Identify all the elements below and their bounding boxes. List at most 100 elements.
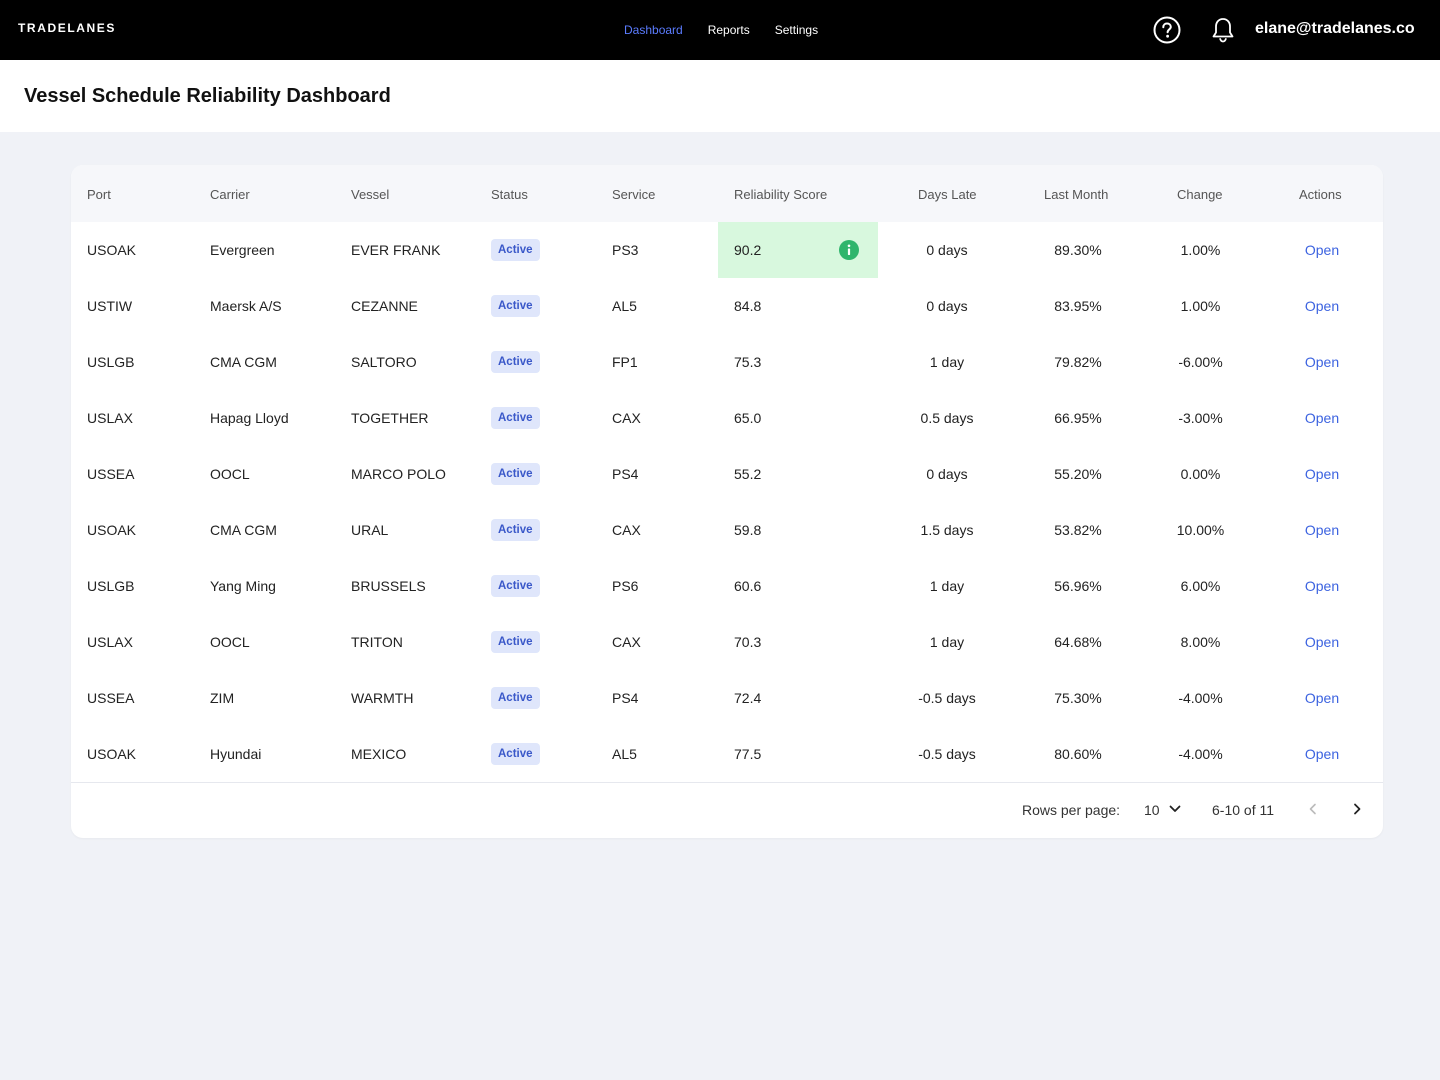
cell-last-month: 75.30% [1054, 690, 1102, 706]
open-link[interactable]: Open [1304, 466, 1340, 482]
status-badge: Active [491, 631, 540, 653]
nav-settings[interactable]: Settings [774, 23, 819, 37]
column-header-last-month[interactable]: Last Month [1044, 187, 1109, 202]
status-badge: Active [491, 351, 540, 373]
cell-days-late: 0 days [926, 298, 968, 314]
cell-last-month: 80.60% [1054, 746, 1102, 762]
cell-last-month: 56.96% [1054, 578, 1102, 594]
rows-per-page-select[interactable]: 10 [1144, 802, 1160, 818]
cell-status: Active [491, 334, 540, 390]
nav-reports[interactable]: Reports [707, 23, 750, 37]
cell-reliability-score: 72.4 [734, 690, 762, 706]
open-link[interactable]: Open [1304, 578, 1340, 594]
status-badge: Active [491, 239, 540, 261]
status-badge: Active [491, 575, 540, 597]
cell-carrier: CMA CGM [210, 354, 277, 370]
main-nav: Dashboard Reports Settings [624, 23, 843, 37]
column-header-status[interactable]: Status [491, 187, 528, 202]
cell-days-late: 1 day [929, 354, 965, 370]
cell-change: -4.00% [1178, 746, 1223, 762]
cell-actions: Open [1266, 726, 1378, 782]
user-menu[interactable]: elane@tradelanes.co [1255, 20, 1415, 37]
chevron-left-icon[interactable] [1306, 802, 1320, 816]
column-header-days-late[interactable]: Days Late [918, 187, 977, 202]
info-icon[interactable] [839, 240, 859, 260]
column-header-reliability-score[interactable]: Reliability Score [734, 187, 828, 202]
cell-days-late: 1 day [929, 634, 965, 650]
column-header-carrier[interactable]: Carrier [210, 187, 250, 202]
cell-port: USLGB [87, 578, 135, 594]
pagination-range: 6-10 of 11 [1212, 802, 1275, 818]
page-title: Vessel Schedule Reliability Dashboard [24, 85, 391, 107]
column-header-vessel[interactable]: Vessel [351, 187, 390, 202]
cell-reliability-score: 70.3 [734, 634, 762, 650]
column-header-service[interactable]: Service [612, 187, 656, 202]
status-badge: Active [491, 295, 540, 317]
cell-days-late: 0 days [926, 466, 968, 482]
table-row[interactable]: USOAK CMA CGM URAL Active CAX 59.8 1.5 days 53.… [71, 502, 1383, 558]
table-row[interactable]: USTIW Maersk A/S CEZANNE Active AL5 84.8 0 day… [71, 278, 1383, 334]
cell-status: Active [491, 614, 540, 670]
open-link[interactable]: Open [1304, 298, 1340, 314]
cell-vessel: URAL [351, 522, 389, 538]
cell-change: 8.00% [1180, 634, 1221, 650]
open-link[interactable]: Open [1304, 354, 1340, 370]
table-row[interactable]: USOAK Evergreen EVER FRANK Active PS3 90.2 0 d… [71, 222, 1383, 278]
cell-carrier: Maersk A/S [210, 298, 282, 314]
table-row[interactable]: USSEA OOCL MARCO POLO Active PS4 55.2 0 days 55… [71, 446, 1383, 502]
cell-reliability-score: 55.2 [734, 466, 762, 482]
cell-status: Active [491, 222, 540, 278]
cell-change: -6.00% [1178, 354, 1223, 370]
cell-days-late: 0 days [926, 242, 968, 258]
chevron-right-icon[interactable] [1350, 802, 1364, 816]
rows-per-page-label: Rows per page: [1022, 802, 1121, 818]
cell-port: USSEA [87, 466, 135, 482]
table-row[interactable]: USLGB CMA CGM SALTORO Active FP1 75.3 1 day 79.… [71, 334, 1383, 390]
table-row[interactable]: USSEA ZIM WARMTH Active PS4 72.4 -0.5 days 75.3… [71, 670, 1383, 726]
cell-change: -4.00% [1178, 690, 1223, 706]
cell-service: PS4 [612, 690, 639, 706]
cell-service: AL5 [612, 298, 637, 314]
cell-last-month: 64.68% [1054, 634, 1102, 650]
cell-last-month: 83.95% [1054, 298, 1102, 314]
table-row[interactable]: USLGB Yang Ming BRUSSELS Active PS6 60.6 1 day… [71, 558, 1383, 614]
cell-carrier: Hyundai [210, 746, 262, 762]
open-link[interactable]: Open [1304, 690, 1340, 706]
status-badge: Active [491, 519, 540, 541]
cell-actions: Open [1266, 502, 1378, 558]
table-row[interactable]: USLAX Hapag Lloyd TOGETHER Active CAX 65.0 0.5… [71, 390, 1383, 446]
cell-port: USOAK [87, 746, 137, 762]
open-link[interactable]: Open [1304, 746, 1340, 762]
cell-actions: Open [1266, 278, 1378, 334]
cell-port: USTIW [87, 298, 133, 314]
cell-carrier: Yang Ming [210, 578, 276, 594]
table-row[interactable]: USLAX OOCL TRITON Active CAX 70.3 1 day 64.68% 8… [71, 614, 1383, 670]
bell-icon[interactable] [1210, 16, 1236, 44]
cell-change: 0.00% [1180, 466, 1221, 482]
table-row[interactable]: USOAK Hyundai MEXICO Active AL5 77.5 -0.5 days… [71, 726, 1383, 782]
status-badge: Active [491, 407, 540, 429]
chevron-down-icon[interactable] [1168, 802, 1182, 816]
cell-service: FP1 [612, 354, 638, 370]
cell-reliability-score: 75.3 [734, 354, 762, 370]
cell-port: USLAX [87, 634, 133, 650]
app-logo[interactable]: TRADELANES [18, 21, 117, 35]
nav-dashboard[interactable]: Dashboard [624, 23, 683, 37]
open-link[interactable]: Open [1304, 242, 1340, 258]
top-navigation-bar: TRADELANES Dashboard Reports Settings el… [0, 0, 1440, 60]
column-header-change[interactable]: Change [1177, 187, 1223, 202]
cell-reliability-score: 90.2 [734, 242, 762, 258]
cell-last-month: 53.82% [1054, 522, 1102, 538]
cell-status: Active [491, 726, 540, 782]
help-icon[interactable] [1153, 16, 1181, 44]
cell-status: Active [491, 558, 540, 614]
open-link[interactable]: Open [1304, 410, 1340, 426]
cell-service: CAX [612, 522, 641, 538]
cell-last-month: 89.30% [1054, 242, 1102, 258]
open-link[interactable]: Open [1304, 634, 1340, 650]
cell-last-month: 55.20% [1054, 466, 1102, 482]
status-badge: Active [491, 463, 540, 485]
cell-change: 10.00% [1176, 522, 1225, 538]
open-link[interactable]: Open [1304, 522, 1340, 538]
column-header-port[interactable]: Port [87, 187, 111, 202]
